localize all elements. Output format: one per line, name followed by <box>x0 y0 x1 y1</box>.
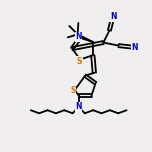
Text: S: S <box>70 86 76 95</box>
Text: N: N <box>75 32 82 41</box>
Text: N: N <box>110 12 116 21</box>
Text: S: S <box>77 57 82 66</box>
Text: N: N <box>131 43 138 52</box>
Text: N: N <box>75 102 82 111</box>
